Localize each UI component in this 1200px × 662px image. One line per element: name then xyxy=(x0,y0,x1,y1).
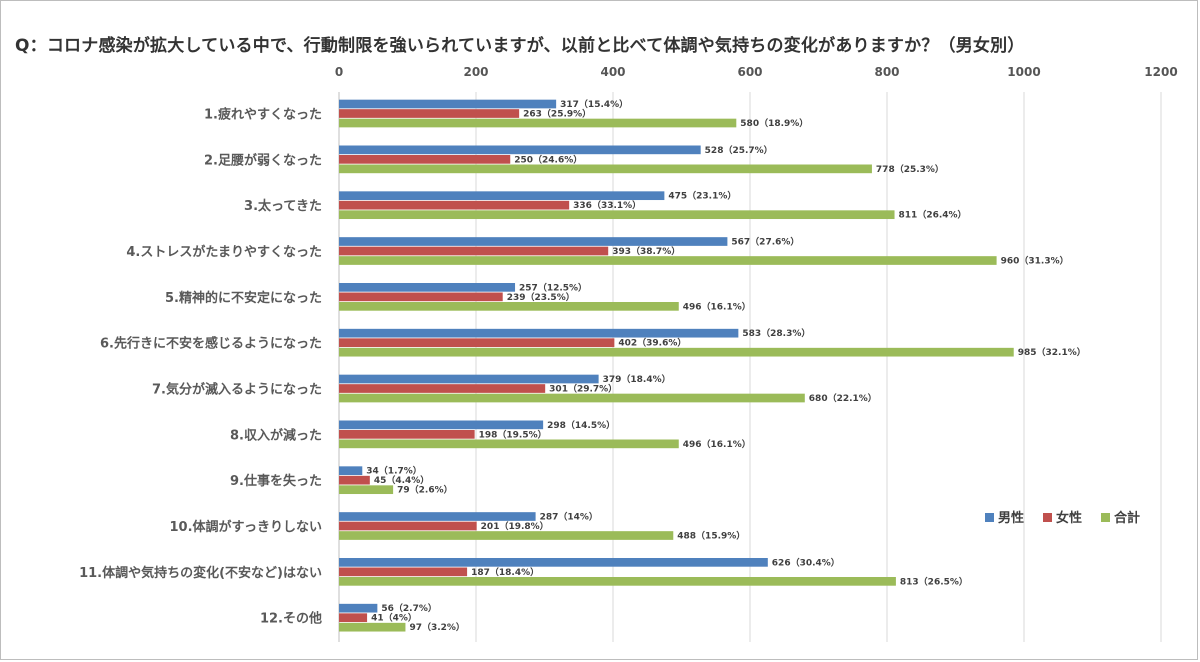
bar xyxy=(339,558,768,567)
bar xyxy=(339,475,370,485)
data-label: 567（27.6%） xyxy=(731,236,799,247)
bar xyxy=(339,164,872,174)
bar xyxy=(339,347,1014,357)
bar xyxy=(339,118,737,128)
legend-label: 合計 xyxy=(1114,510,1140,526)
x-tick-label: 200 xyxy=(463,65,488,79)
bar xyxy=(339,283,516,292)
data-label: 301（29.7%） xyxy=(549,383,617,394)
bar xyxy=(339,200,570,210)
data-label: 680（22.1%） xyxy=(809,393,877,404)
bar xyxy=(339,374,599,384)
bar xyxy=(339,237,728,246)
x-tick-label: 0 xyxy=(335,65,343,79)
data-label: 201（19.8%） xyxy=(481,521,549,532)
bar xyxy=(339,384,546,393)
data-label: 985（32.1%） xyxy=(1018,347,1086,358)
data-label: 475（23.1%） xyxy=(668,191,736,202)
category-label: 9.仕事を失った xyxy=(230,473,322,489)
data-label: 257（12.5%） xyxy=(519,282,587,293)
data-label: 298（14.5%） xyxy=(547,420,615,431)
data-label: 528（25.7%） xyxy=(705,145,773,156)
bar xyxy=(339,577,896,586)
x-tick-label: 400 xyxy=(600,65,625,79)
data-label: 187（18.4%） xyxy=(471,567,539,578)
data-label: 56（2.7%） xyxy=(381,603,437,614)
data-label: 402（39.6%） xyxy=(618,338,686,349)
data-label: 263（25.9%） xyxy=(523,108,591,119)
category-label: 6.先行きに不安を感じるようになった xyxy=(100,336,322,352)
category-label: 12.その他 xyxy=(260,611,322,627)
category-label: 7.気分が滅入るようになった xyxy=(152,381,322,397)
bar xyxy=(339,512,536,521)
bar xyxy=(339,155,511,164)
bar xyxy=(339,302,679,311)
data-label: 496（16.1%） xyxy=(683,439,751,450)
legend-swatch xyxy=(1101,513,1110,522)
bar xyxy=(339,328,739,338)
bar xyxy=(339,531,674,540)
bar xyxy=(339,613,368,623)
chart-title: Q：コロナ感染が拡大している中で、行動制限を強いられていますが、以前と比べて体調… xyxy=(15,36,1025,56)
data-label: 97（3.2%） xyxy=(409,622,465,633)
data-label: 336（33.1%） xyxy=(573,200,641,211)
data-label: 79（2.6%） xyxy=(397,485,453,496)
data-label: 198（19.5%） xyxy=(479,429,547,440)
data-label: 488（15.9%） xyxy=(677,530,745,541)
bar xyxy=(339,256,997,265)
data-label: 379（18.4%） xyxy=(603,374,671,385)
category-label: 11.体調や気持ちの変化(不安など)はない xyxy=(79,565,322,581)
data-label: 778（25.3%） xyxy=(876,164,944,175)
category-label: 8.収入が減った xyxy=(230,427,322,443)
category-label: 5.精神的に不安定になった xyxy=(165,290,322,306)
data-label: 813（26.5%） xyxy=(900,576,968,587)
data-label: 583（28.3%） xyxy=(742,328,810,339)
category-label: 2.足腰が弱くなった xyxy=(204,152,322,168)
bar xyxy=(339,567,468,577)
category-label: 10.体調がすっきりしない xyxy=(169,519,322,535)
bar xyxy=(339,420,544,430)
data-label: 317（15.4%） xyxy=(560,99,628,110)
legend-label: 女性 xyxy=(1056,510,1082,526)
bar xyxy=(339,246,609,256)
data-label: 393（38.7%） xyxy=(612,246,680,257)
bar xyxy=(339,622,406,632)
legend-swatch xyxy=(1043,513,1052,522)
bar xyxy=(339,439,679,449)
bar xyxy=(339,109,520,118)
data-label: 41（4%） xyxy=(371,613,417,624)
data-label: 960（31.3%） xyxy=(1001,255,1069,266)
bar xyxy=(339,210,895,220)
bar xyxy=(339,521,477,531)
bar xyxy=(339,292,503,302)
bar xyxy=(339,466,363,476)
data-label: 239（23.5%） xyxy=(507,292,575,303)
bar xyxy=(339,99,557,109)
category-label: 3.太ってきた xyxy=(244,198,322,214)
bar xyxy=(339,145,701,155)
bar xyxy=(339,393,805,403)
category-label: 4.ストレスがたまりやすくなった xyxy=(126,244,322,260)
data-label: 45（4.4%） xyxy=(374,475,430,486)
data-label: 580（18.9%） xyxy=(740,118,808,129)
data-label: 287（14%） xyxy=(540,511,598,522)
data-label: 250（24.6%） xyxy=(514,154,582,165)
x-tick-label: 600 xyxy=(737,65,762,79)
x-tick-label: 800 xyxy=(874,65,899,79)
bar xyxy=(339,191,665,201)
category-label: 1.疲れやすくなった xyxy=(204,106,322,122)
bar xyxy=(339,338,615,348)
bar xyxy=(339,603,378,613)
data-label: 496（16.1%） xyxy=(683,301,751,312)
x-tick-label: 1200 xyxy=(1144,65,1177,79)
bar xyxy=(339,485,394,495)
legend-swatch xyxy=(985,513,994,522)
data-label: 34（1.7%） xyxy=(366,466,422,477)
data-label: 626（30.4%） xyxy=(772,557,840,568)
legend-label: 男性 xyxy=(998,510,1024,526)
x-tick-label: 1000 xyxy=(1007,65,1040,79)
bar xyxy=(339,430,475,439)
data-label: 811（26.4%） xyxy=(899,210,967,221)
